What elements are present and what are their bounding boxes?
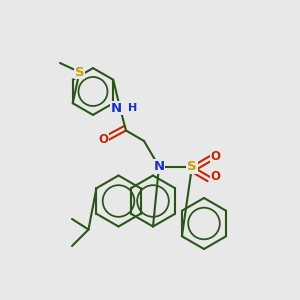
Text: N: N bbox=[153, 160, 165, 173]
Text: S: S bbox=[75, 65, 84, 79]
Text: N: N bbox=[111, 101, 122, 115]
Text: O: O bbox=[210, 170, 220, 184]
Text: S: S bbox=[187, 160, 197, 173]
Text: O: O bbox=[210, 149, 220, 163]
Text: O: O bbox=[98, 133, 108, 146]
Text: H: H bbox=[128, 103, 137, 113]
